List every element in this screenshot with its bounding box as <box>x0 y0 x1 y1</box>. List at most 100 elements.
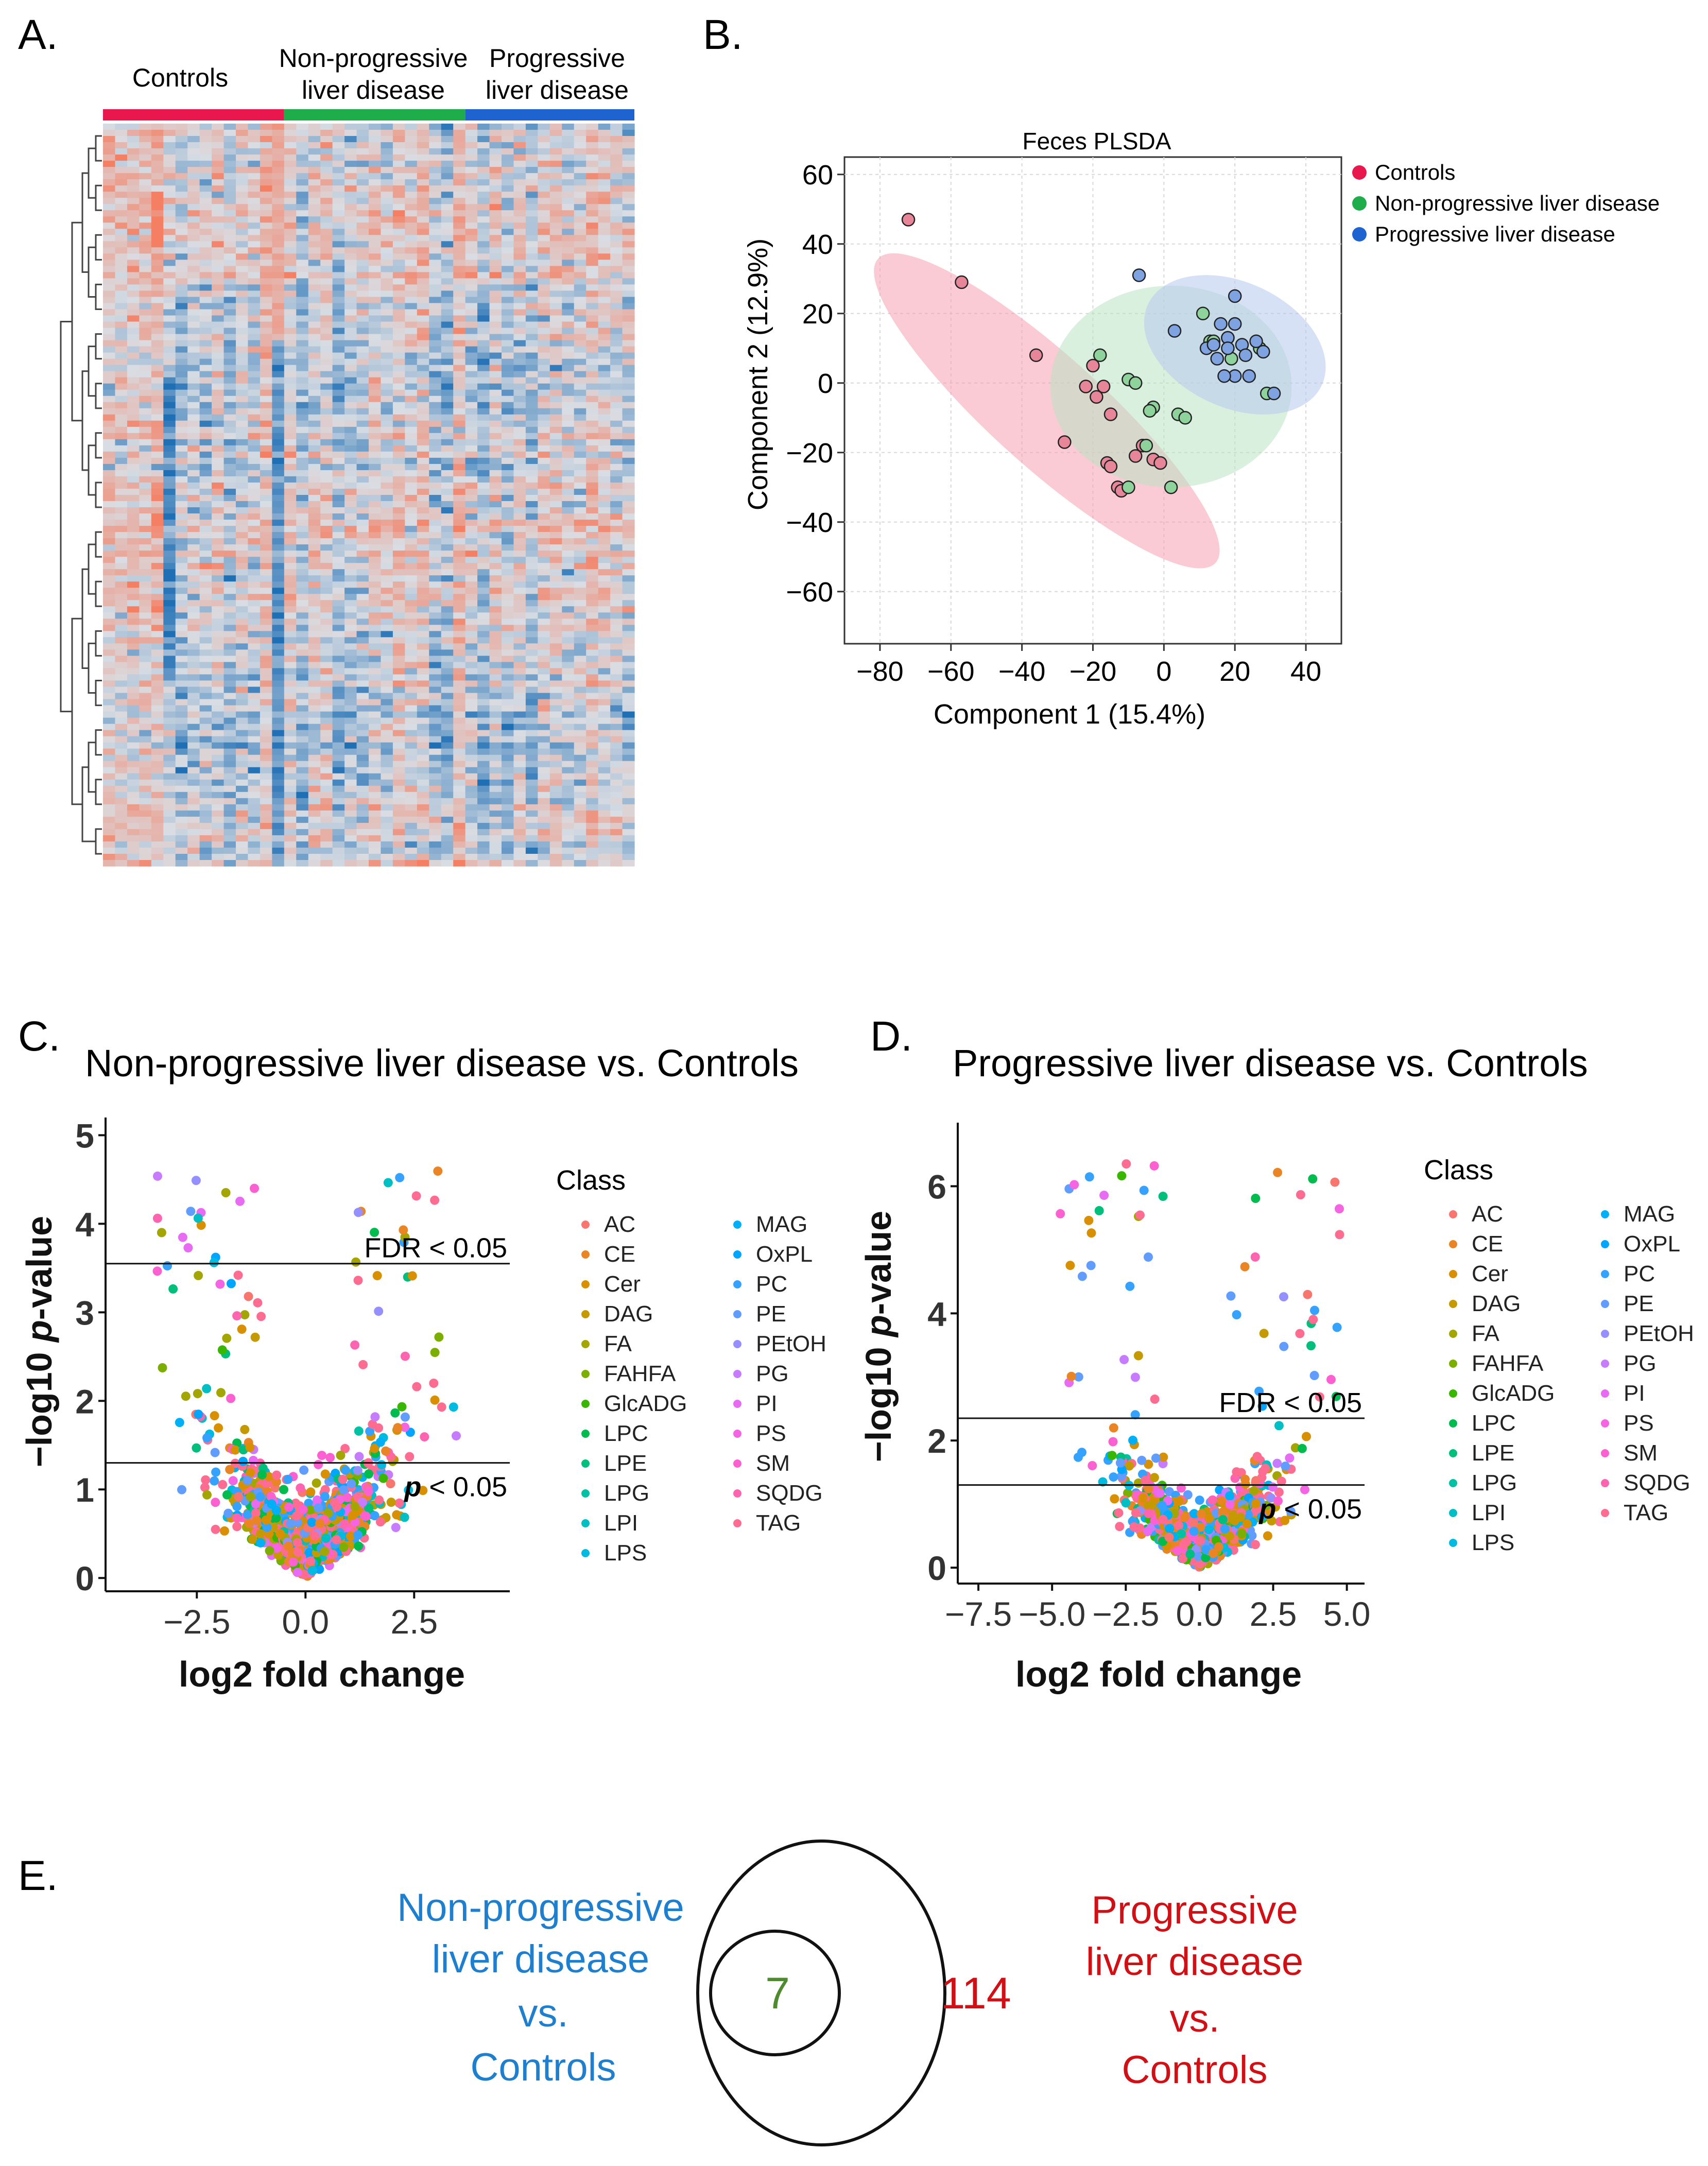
heatmap-cell <box>405 563 418 570</box>
heatmap-cell <box>223 575 236 582</box>
heatmap-cell <box>586 779 599 786</box>
heatmap-cell <box>429 124 442 130</box>
heatmap-cell <box>103 290 116 298</box>
heatmap-cell <box>236 495 249 502</box>
heatmap-cell <box>489 631 502 638</box>
heatmap-cell <box>320 303 333 310</box>
heatmap-cell <box>236 773 249 780</box>
heatmap-cell <box>610 457 623 465</box>
heatmap-cell <box>103 810 116 817</box>
heatmap-cell <box>272 754 285 762</box>
heatmap-cell <box>344 439 357 446</box>
heatmap-cell <box>586 588 599 594</box>
heatmap-cell <box>538 154 550 161</box>
heatmap-cell <box>199 321 212 329</box>
heatmap-cell <box>502 810 514 817</box>
heatmap-cell <box>513 513 526 520</box>
heatmap-cell <box>236 136 249 143</box>
heatmap-cell <box>441 463 454 471</box>
heatmap-cell <box>429 185 442 192</box>
heatmap-cell <box>223 346 236 353</box>
heatmap-cell <box>549 680 562 687</box>
heatmap-cell <box>332 532 345 539</box>
heatmap-cell <box>115 563 128 570</box>
heatmap-cell <box>610 557 623 563</box>
heatmap-cell <box>598 340 611 347</box>
heatmap-cell <box>187 229 200 235</box>
heatmap-cell <box>187 154 200 161</box>
heatmap-cell <box>574 204 586 211</box>
heatmap-cell <box>344 476 357 483</box>
heatmap-cell <box>115 662 128 669</box>
heatmap-cell <box>622 551 635 557</box>
heatmap-cell <box>308 637 321 644</box>
heatmap-cell <box>525 396 538 403</box>
heatmap-cell <box>586 520 599 526</box>
heatmap-cell <box>163 501 176 508</box>
heatmap-cell <box>320 297 333 304</box>
heatmap-cell <box>538 767 550 774</box>
heatmap-cell <box>320 532 333 539</box>
heatmap-cell <box>260 402 272 409</box>
heatmap-cell <box>163 748 176 755</box>
heatmap-cell <box>369 414 382 421</box>
heatmap-cell <box>223 612 236 619</box>
heatmap-cell <box>513 235 526 242</box>
heatmap-cell <box>429 235 442 242</box>
heatmap-cell <box>223 532 236 539</box>
heatmap-cell <box>381 383 393 390</box>
heatmap-cell <box>477 482 490 489</box>
heatmap-cell <box>248 161 261 167</box>
heatmap-cell <box>392 216 405 223</box>
heatmap-cell <box>199 272 212 279</box>
heatmap-cell <box>574 426 586 434</box>
heatmap-cell <box>574 693 586 700</box>
heatmap-cell <box>175 618 188 625</box>
heatmap-cell <box>453 643 466 650</box>
heatmap-cell <box>598 470 611 477</box>
heatmap-cell <box>223 668 236 675</box>
heatmap-cell <box>127 192 140 198</box>
heatmap-cell <box>103 754 116 762</box>
heatmap-cell <box>320 352 333 359</box>
heatmap-cell <box>369 717 382 725</box>
heatmap-cell <box>272 414 285 421</box>
heatmap-cell <box>248 705 261 712</box>
heatmap-cell <box>356 606 369 613</box>
heatmap-cell <box>187 761 200 768</box>
heatmap-cell <box>429 204 442 211</box>
heatmap-cell <box>139 136 152 143</box>
heatmap-cell <box>405 674 418 681</box>
heatmap-cell <box>477 779 490 786</box>
heatmap-cell <box>139 538 152 545</box>
heatmap-cell <box>115 173 128 180</box>
heatmap-cell <box>453 235 466 242</box>
heatmap-cell <box>163 260 176 266</box>
heatmap-cell <box>369 792 382 799</box>
heatmap-cell <box>513 680 526 687</box>
heatmap-cell <box>212 315 225 322</box>
heatmap-cell <box>513 247 526 254</box>
heatmap-cell <box>562 656 575 663</box>
heatmap-cell <box>332 334 345 341</box>
heatmap-cell <box>429 736 442 743</box>
heatmap-cell <box>332 538 345 545</box>
heatmap-cell <box>598 309 611 316</box>
heatmap-cell <box>405 742 418 749</box>
heatmap-cell <box>344 315 357 322</box>
heatmap-cell <box>151 631 164 638</box>
heatmap-cell <box>272 724 285 731</box>
heatmap-cell <box>308 513 321 520</box>
heatmap-cell <box>175 290 188 298</box>
heatmap-cell <box>332 278 345 285</box>
heatmap-cell <box>429 551 442 557</box>
heatmap-cell <box>622 167 635 174</box>
heatmap-cell <box>369 724 382 731</box>
heatmap-cell <box>344 247 357 254</box>
heatmap-cell <box>489 544 502 551</box>
heatmap-cell <box>236 779 249 786</box>
heatmap-cell <box>453 260 466 266</box>
heatmap-cell <box>441 389 454 397</box>
heatmap-cell <box>513 476 526 483</box>
heatmap-cell <box>248 346 261 353</box>
